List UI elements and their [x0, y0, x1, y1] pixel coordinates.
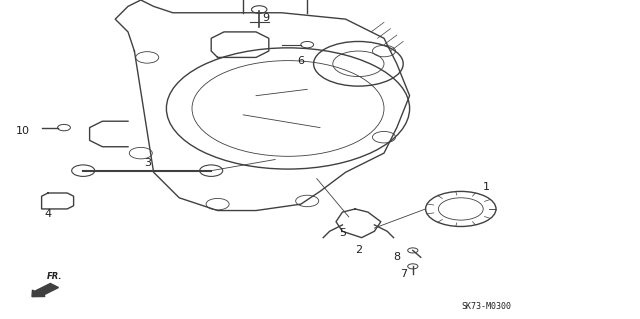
- Text: SK73-M0300: SK73-M0300: [461, 302, 511, 311]
- Text: 1: 1: [483, 182, 490, 192]
- Text: 6: 6: [298, 56, 304, 66]
- Text: 7: 7: [399, 269, 407, 279]
- Text: FR.: FR.: [47, 272, 62, 281]
- Text: 4: 4: [44, 209, 52, 219]
- Text: 10: 10: [15, 126, 29, 136]
- Text: 5: 5: [339, 228, 346, 238]
- Text: 9: 9: [262, 12, 269, 23]
- FancyArrow shape: [32, 284, 58, 297]
- Text: 3: 3: [144, 158, 150, 168]
- Text: 8: 8: [393, 252, 401, 262]
- Text: 2: 2: [355, 245, 362, 256]
